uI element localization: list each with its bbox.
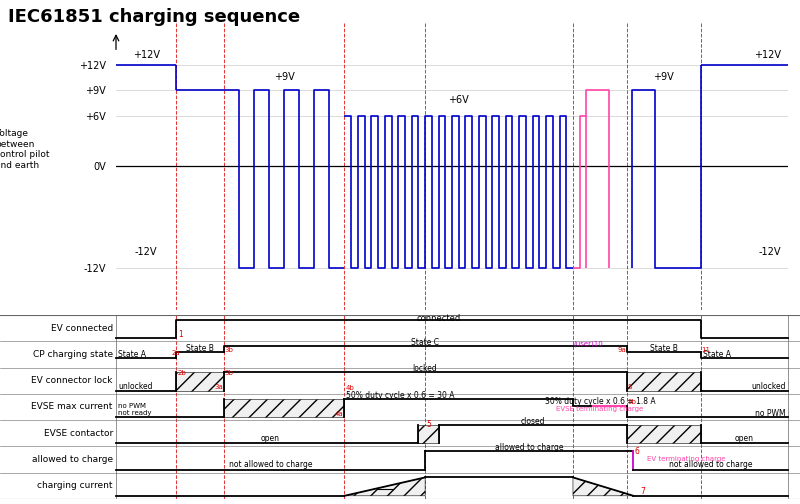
Text: 2a: 2a: [171, 350, 180, 356]
Text: State B: State B: [186, 344, 214, 353]
Bar: [626, 425, 701, 443]
Text: +9V: +9V: [654, 72, 674, 82]
Text: +12V: +12V: [754, 50, 782, 60]
Text: 6: 6: [634, 447, 639, 456]
Text: 9b: 9b: [627, 399, 636, 405]
Text: 4a: 4a: [335, 411, 344, 417]
Text: 30% duty cycle x 0.6 = 1.8 A: 30% duty cycle x 0.6 = 1.8 A: [545, 397, 655, 406]
Text: 5: 5: [426, 420, 431, 429]
Text: +9V: +9V: [274, 72, 294, 82]
Text: connected: connected: [417, 313, 461, 323]
Text: EVSE terminating charge: EVSE terminating charge: [556, 406, 643, 412]
Text: 2b: 2b: [178, 370, 186, 376]
Text: Voltage
between
control pilot
and earth: Voltage between control pilot and earth: [0, 130, 49, 169]
Polygon shape: [345, 477, 425, 496]
Text: allowed to charge: allowed to charge: [32, 455, 113, 464]
Text: 7: 7: [640, 487, 645, 496]
Text: State C: State C: [411, 338, 439, 347]
Text: 1: 1: [178, 330, 183, 339]
Text: open: open: [735, 434, 754, 443]
Text: CP charging state: CP charging state: [33, 350, 113, 359]
Bar: [223, 399, 345, 417]
Text: EV terminating charge: EV terminating charge: [647, 456, 726, 462]
Text: -12V: -12V: [135, 247, 158, 257]
Text: IEC61851 charging sequence: IEC61851 charging sequence: [8, 8, 300, 26]
Text: 3b: 3b: [224, 370, 233, 376]
Text: +12V: +12V: [133, 50, 160, 60]
Polygon shape: [573, 477, 634, 496]
Text: allowed to charge: allowed to charge: [495, 443, 563, 452]
Text: 11: 11: [702, 347, 710, 353]
Text: -12V: -12V: [758, 247, 782, 257]
Bar: [418, 425, 438, 443]
Text: 8: 8: [627, 384, 632, 390]
Text: locked: locked: [413, 364, 438, 373]
Bar: [626, 372, 701, 391]
Text: unlocked: unlocked: [751, 382, 786, 391]
Text: unlocked: unlocked: [118, 382, 153, 391]
Text: 4b: 4b: [346, 385, 354, 391]
Text: +6V: +6V: [448, 95, 469, 105]
Text: 9a: 9a: [617, 347, 626, 353]
Text: charging current: charging current: [38, 481, 113, 490]
Text: (user)10: (user)10: [574, 341, 603, 347]
Text: State B: State B: [650, 344, 678, 353]
Text: 3a: 3a: [214, 384, 222, 390]
Text: open: open: [261, 434, 280, 443]
Text: EVSE contactor: EVSE contactor: [43, 429, 113, 438]
Text: no PWM: no PWM: [755, 409, 786, 418]
Text: EV connected: EV connected: [50, 324, 113, 333]
Text: not allowed to charge: not allowed to charge: [669, 461, 753, 469]
Text: State A: State A: [703, 350, 731, 359]
Text: 3b: 3b: [224, 347, 233, 353]
Bar: [177, 372, 223, 391]
Text: closed: closed: [520, 416, 545, 425]
Text: EV connector lock: EV connector lock: [31, 376, 113, 385]
Text: State A: State A: [118, 350, 146, 359]
Text: no PWM
not ready: no PWM not ready: [118, 403, 152, 416]
Text: EVSE max current: EVSE max current: [31, 403, 113, 411]
Text: not allowed to charge: not allowed to charge: [229, 461, 312, 469]
Text: 50% duty cycle x 0.6 = 30 A: 50% duty cycle x 0.6 = 30 A: [346, 391, 454, 400]
